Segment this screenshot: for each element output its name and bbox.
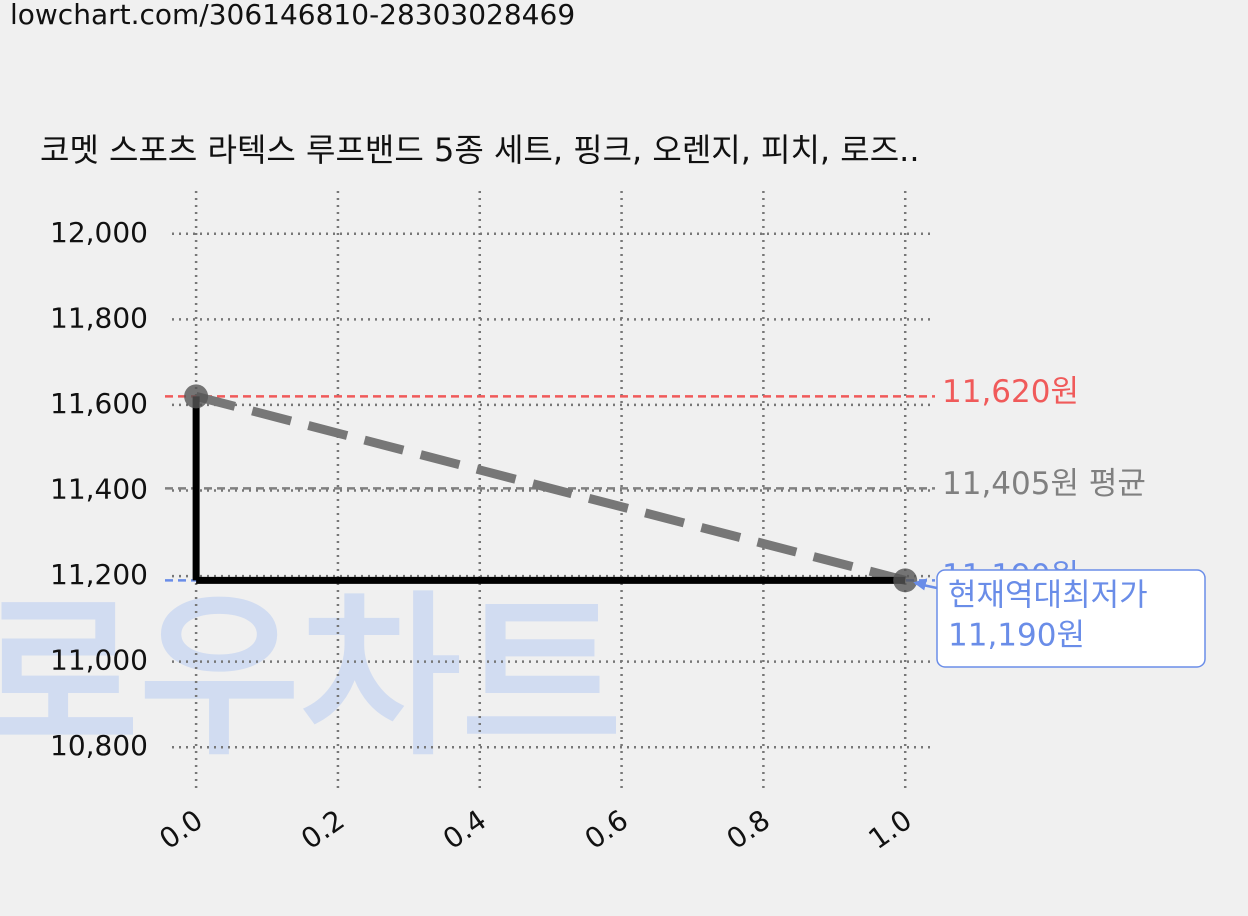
annotation-text: 11,190원: [948, 618, 1085, 654]
x-tick-label: 1.0: [862, 803, 917, 856]
trend-line: [194, 392, 907, 585]
y-tick-label: 11,600: [50, 387, 148, 420]
x-tick-label: 0.6: [579, 803, 634, 856]
y-tick-label: 11,800: [50, 301, 148, 334]
url: lowchart.com/306146810-28303028469: [10, 0, 575, 31]
arrow-head: [913, 578, 928, 591]
x-tick-label: 0.2: [295, 803, 350, 856]
chart-title: 코멧 스포츠 라텍스 루프밴드 5종 세트, 핑크, 오렌지, 피치, 로즈..: [40, 131, 920, 169]
reference-label: 11,620원: [942, 374, 1079, 410]
annotation-text: 현재역대최저가: [948, 578, 1148, 614]
x-tick-label: 0.4: [437, 803, 492, 856]
y-tick-label: 10,800: [50, 729, 148, 762]
annotation-box: [936, 569, 1206, 668]
y-tick-label: 11,200: [50, 558, 148, 591]
y-tick-label: 11,000: [50, 644, 148, 677]
y-tick-label: 12,000: [50, 216, 148, 249]
x-tick-label: 0.0: [153, 803, 208, 856]
y-tick-label: 11,400: [50, 473, 148, 506]
marker: [184, 384, 209, 409]
x-tick-label: 0.8: [721, 803, 776, 856]
reference-label: 11,405원 평균: [942, 466, 1146, 502]
watermark: 로우차트: [0, 577, 622, 780]
marker: [893, 568, 918, 593]
